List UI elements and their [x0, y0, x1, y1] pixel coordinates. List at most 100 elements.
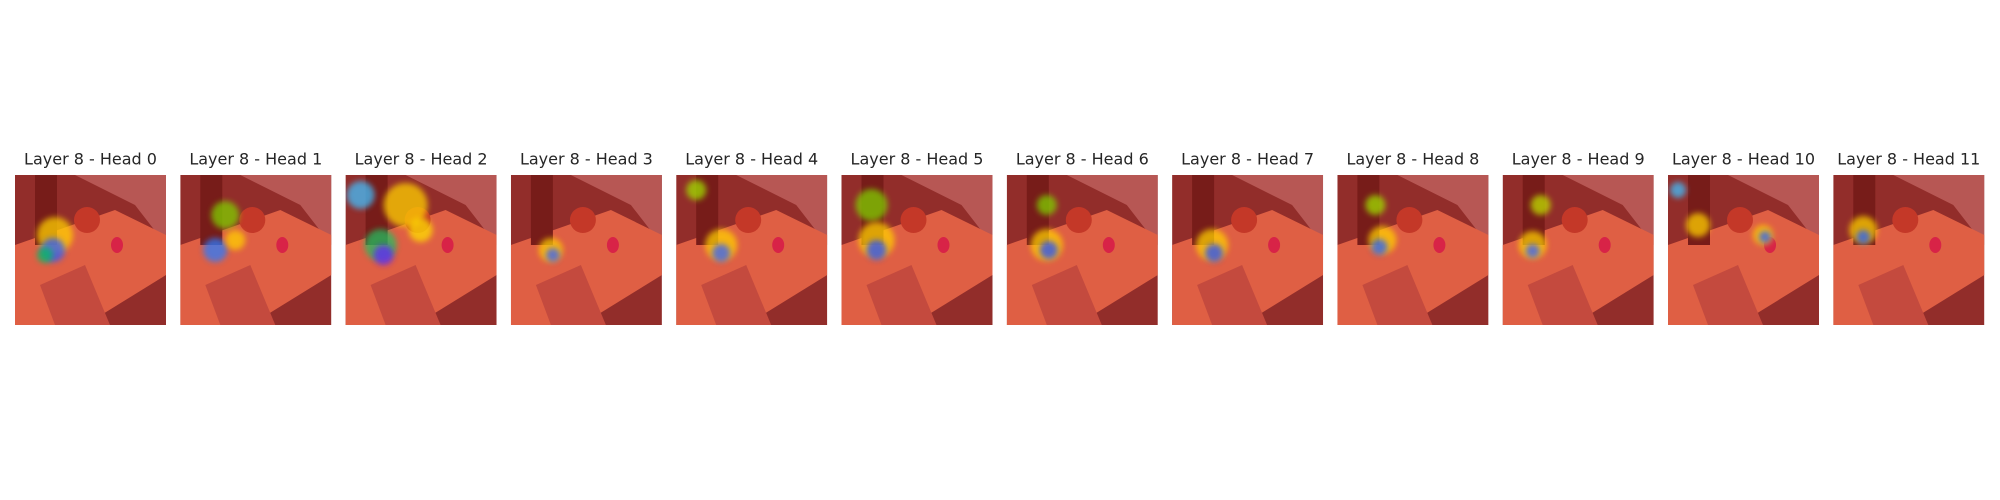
- pot: [74, 207, 100, 233]
- panel-title: Layer 8 - Head 9: [1512, 150, 1645, 169]
- pot: [239, 207, 266, 233]
- panel-title: Layer 8 - Head 3: [520, 150, 653, 169]
- wall: [1562, 175, 1654, 245]
- red-overlay: [15, 175, 166, 325]
- heat-blob: [712, 244, 731, 262]
- wall: [75, 175, 166, 245]
- panel-title: Layer 8 - Head 6: [1016, 150, 1149, 169]
- pot: [569, 207, 596, 233]
- mug: [937, 237, 950, 253]
- robot-arm: [1026, 175, 1049, 245]
- heat-blob: [211, 201, 240, 229]
- panel-title: Layer 8 - Head 8: [1346, 150, 1479, 169]
- mug: [1598, 237, 1611, 253]
- cabinet: [1031, 265, 1102, 325]
- red-overlay: [1337, 175, 1489, 325]
- attention-map: [1502, 175, 1654, 325]
- red-overlay: [510, 175, 662, 325]
- panel-title: Layer 8 - Head 10: [1672, 150, 1815, 169]
- heat-blob: [203, 238, 228, 262]
- pot: [1231, 207, 1258, 233]
- panel-title: Layer 8 - Head 2: [355, 150, 488, 169]
- cabinet: [1362, 265, 1433, 325]
- heat-blob: [1036, 195, 1057, 215]
- panel-title: Layer 8 - Head 5: [851, 150, 984, 169]
- cabinet: [40, 265, 110, 325]
- heat-blob: [1039, 241, 1058, 259]
- heat-blob: [225, 230, 246, 250]
- heat-blob: [37, 247, 53, 263]
- mug: [1929, 237, 1942, 253]
- attention-map: [841, 175, 993, 325]
- attention-map: [15, 175, 166, 325]
- panel-title: Layer 8 - Head 1: [189, 150, 322, 169]
- heat-blob: [545, 248, 560, 262]
- heat-blob: [866, 240, 887, 260]
- heat-blob: [373, 245, 394, 265]
- red-overlay: [1833, 175, 1985, 325]
- mug: [1268, 237, 1281, 253]
- robot-arm: [1192, 175, 1215, 245]
- red-overlay: [180, 175, 332, 325]
- red-overlay: [676, 175, 828, 325]
- pot: [1065, 207, 1092, 233]
- cabinet: [1197, 265, 1268, 325]
- pot: [1561, 207, 1588, 233]
- attention-map: [1668, 175, 1819, 325]
- wall: [1066, 175, 1158, 245]
- heat-blob: [1371, 239, 1388, 255]
- cabinet: [1858, 265, 1929, 325]
- wall: [901, 175, 993, 245]
- red-overlay: [1668, 175, 1819, 325]
- heat-blob: [1759, 231, 1771, 243]
- attention-map: [180, 175, 332, 325]
- heat-blob: [346, 181, 375, 209]
- cabinet: [370, 265, 441, 325]
- pot: [1396, 207, 1423, 233]
- wall: [1232, 175, 1324, 245]
- cabinet: [1693, 265, 1763, 325]
- mug: [441, 237, 454, 253]
- cabinet: [205, 265, 276, 325]
- cabinet: [535, 265, 606, 325]
- heat-blob: [686, 180, 707, 200]
- attention-map: [676, 175, 828, 325]
- attention-map: [510, 175, 662, 325]
- mug: [1433, 237, 1446, 253]
- heat-blob: [855, 189, 888, 221]
- wall: [570, 175, 662, 245]
- robot-arm: [530, 175, 553, 245]
- wall: [736, 175, 828, 245]
- heat-blob: [1365, 195, 1386, 215]
- mug: [276, 237, 289, 253]
- wall: [1728, 175, 1819, 245]
- panel-title: Layer 8 - Head 11: [1837, 150, 1980, 169]
- panel-title: Layer 8 - Head 0: [24, 150, 157, 169]
- heat-blob: [1530, 195, 1551, 215]
- pot: [1727, 207, 1753, 233]
- red-overlay: [1006, 175, 1158, 325]
- wall: [1893, 175, 1985, 245]
- wall: [240, 175, 332, 245]
- attention-map: [1833, 175, 1985, 325]
- cabinet: [1527, 265, 1598, 325]
- heat-blob: [1686, 213, 1710, 237]
- attention-map: [345, 175, 497, 325]
- wall: [1397, 175, 1489, 245]
- mug: [772, 237, 785, 253]
- attention-map: [1172, 175, 1324, 325]
- panel-title: Layer 8 - Head 4: [685, 150, 818, 169]
- heat-blob: [1205, 244, 1224, 262]
- mug: [1102, 237, 1115, 253]
- cabinet: [866, 265, 937, 325]
- pot: [900, 207, 927, 233]
- heat-blob: [383, 183, 428, 227]
- wall: [405, 175, 497, 245]
- heat-blob: [1670, 182, 1686, 198]
- pot: [1892, 207, 1919, 233]
- robot-arm: [200, 175, 223, 245]
- mug: [606, 237, 619, 253]
- pot: [735, 207, 762, 233]
- attention-map: [1006, 175, 1158, 325]
